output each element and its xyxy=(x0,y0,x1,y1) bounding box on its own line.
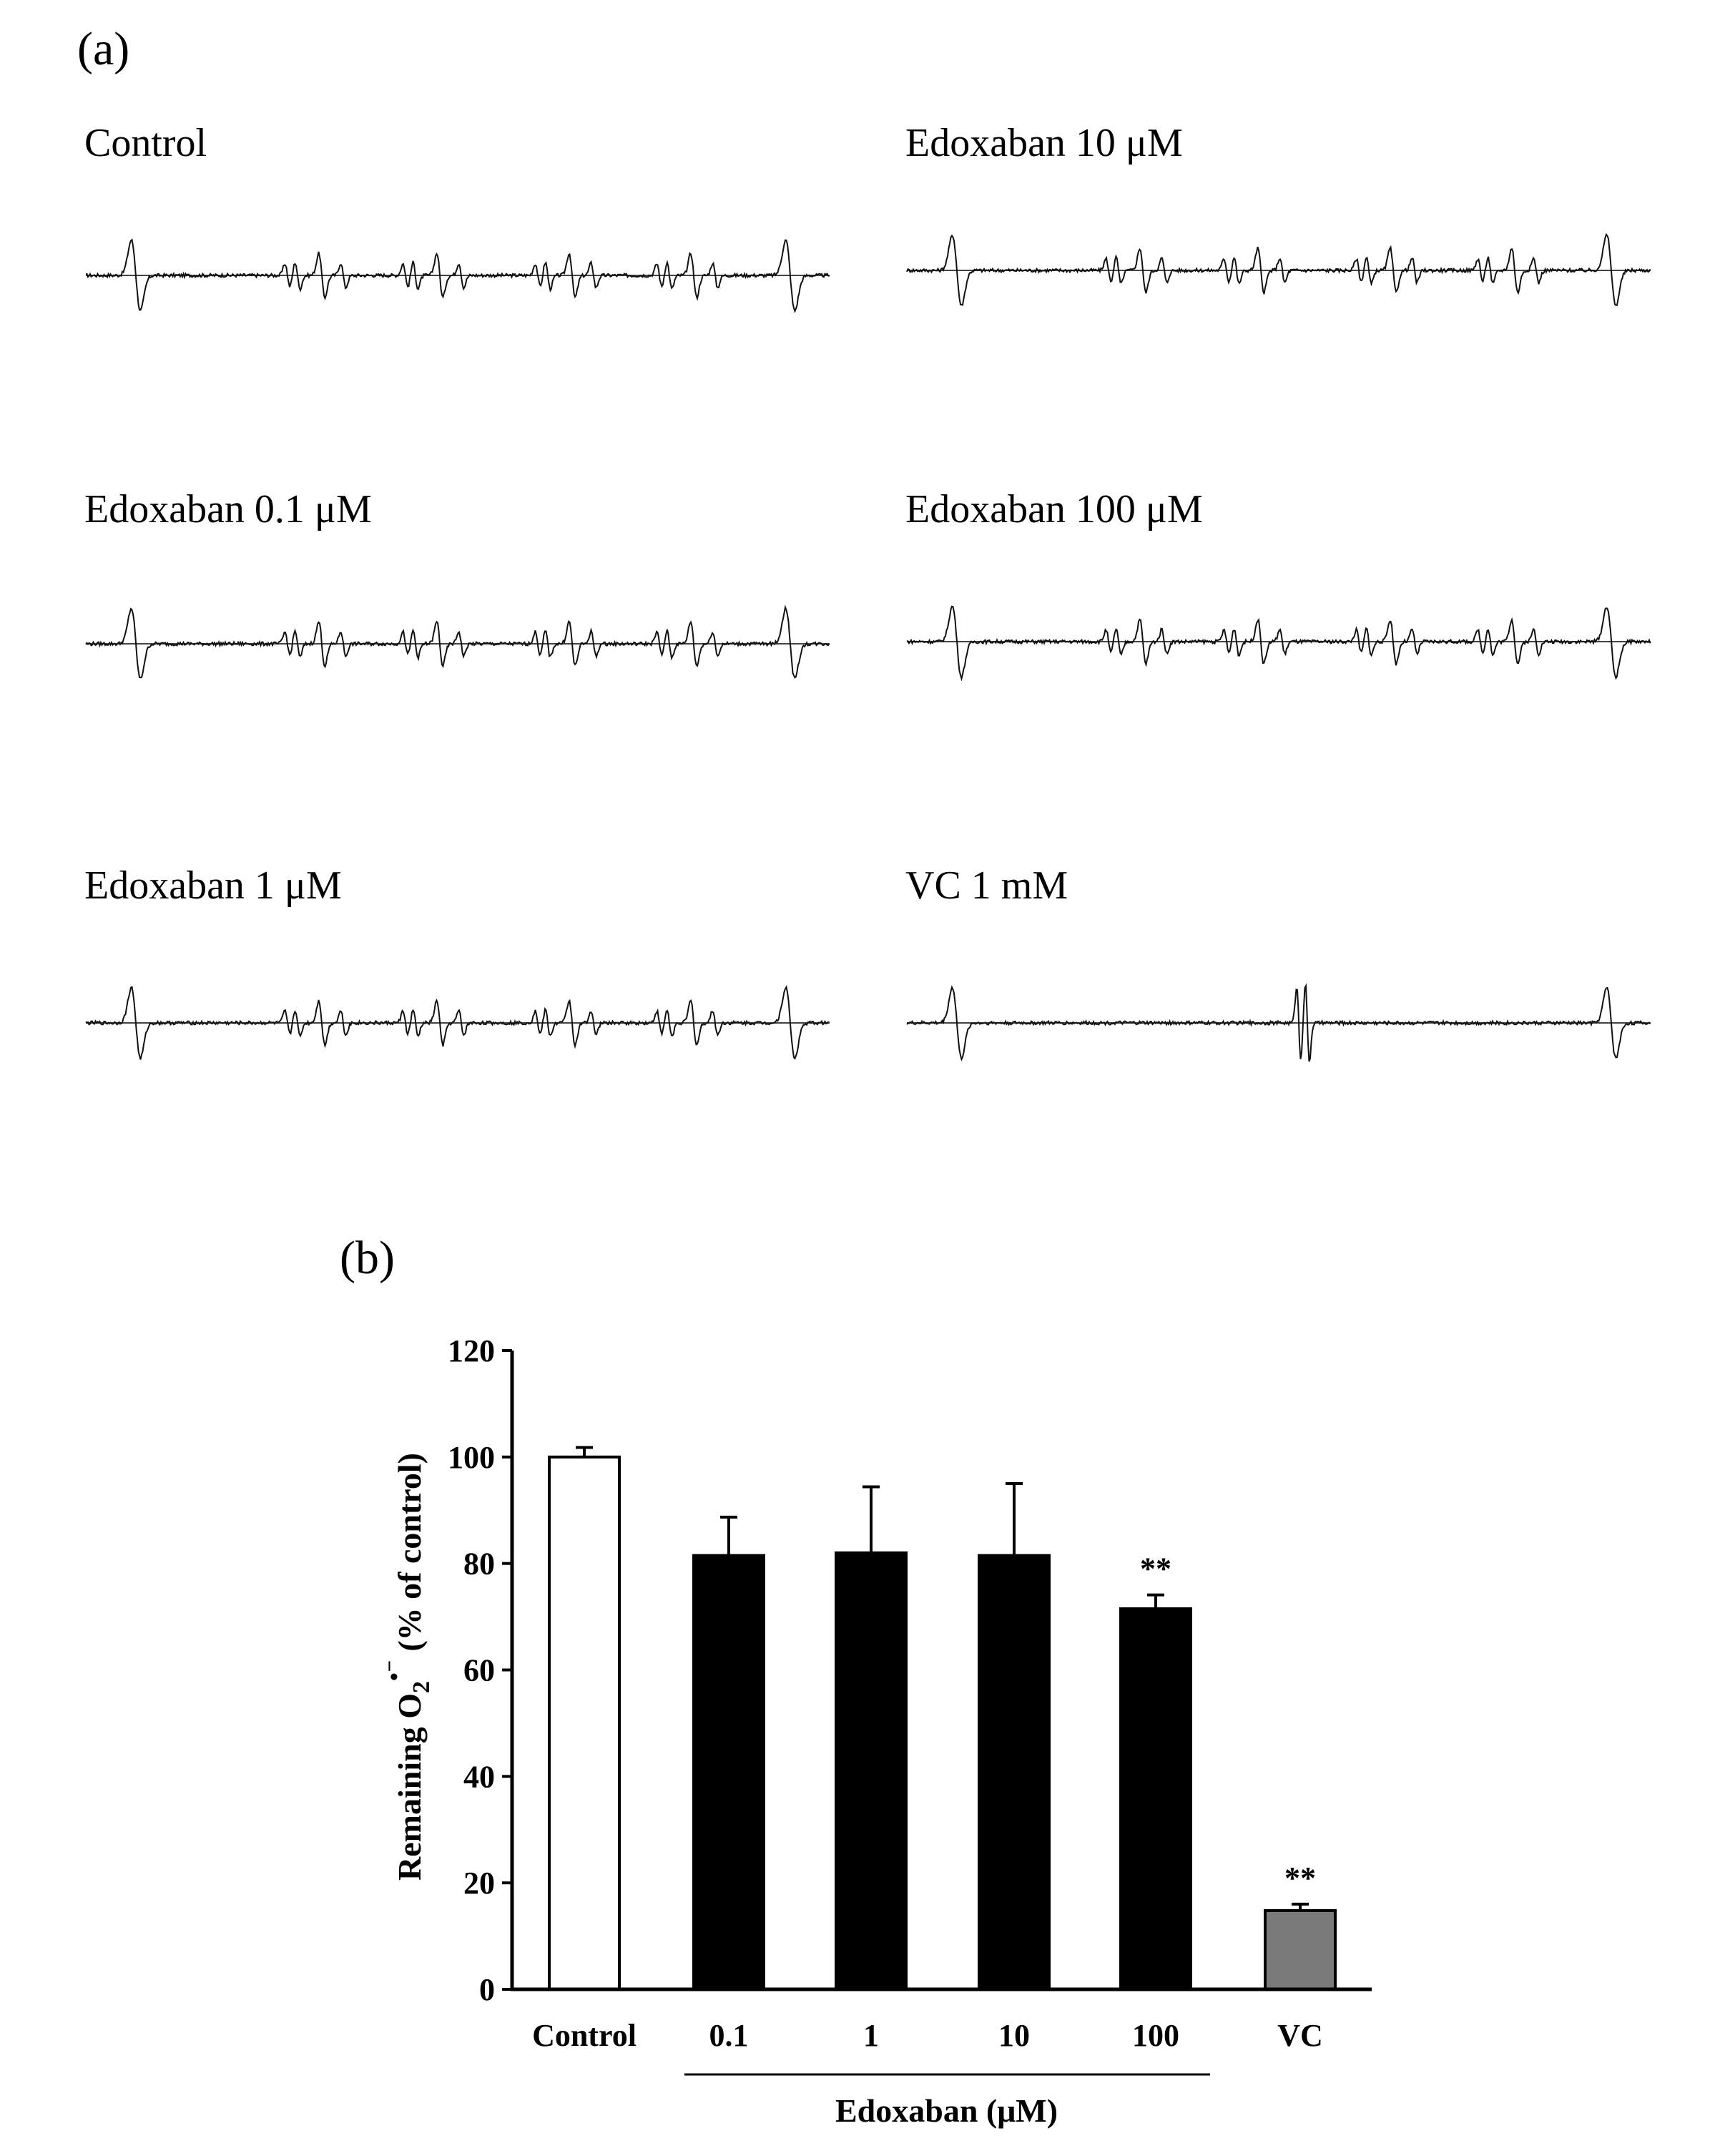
y-tick-label: 80 xyxy=(463,1547,495,1582)
x-tick-label: 0.1 xyxy=(709,2018,749,2053)
spectrum-title: Edoxaban 0.1 μM xyxy=(84,487,372,531)
spectrum-panel-5: VC 1 mM xyxy=(905,863,1651,1062)
labels-layer: 0 20 40 60 80 100 120 Control 0.1 1 10 100 VC xyxy=(448,1333,1323,2053)
spectrum-panel-3: Edoxaban 100 μM xyxy=(905,487,1651,682)
bar xyxy=(1264,1908,1337,1991)
esr-spectrum xyxy=(85,985,830,1060)
spectrum-title: Control xyxy=(84,121,207,165)
esr-spectrum xyxy=(906,983,1651,1062)
bar-chart: Remaining O2•⁻ (% of control) ** ** 0 20 40… xyxy=(381,1333,1372,2129)
bar xyxy=(692,1554,765,1991)
spectrum-trace xyxy=(85,238,830,313)
bar xyxy=(1119,1607,1192,1991)
esr-spectrum xyxy=(85,604,830,679)
spectrum-panel-1: Edoxaban 10 μM xyxy=(905,121,1651,306)
bars-layer: ** ** xyxy=(548,1446,1337,1991)
y-tick-label: 40 xyxy=(463,1759,495,1794)
panel-b-label: (b) xyxy=(340,1232,395,1284)
y-tick-label: 20 xyxy=(463,1866,495,1901)
spectrum-title: Edoxaban 100 μM xyxy=(905,487,1203,531)
spectrum-title: Edoxaban 1 μM xyxy=(84,863,342,908)
spectrum-panel-0: Control xyxy=(84,121,830,313)
esr-spectrum xyxy=(85,238,830,313)
y-axis-title: Remaining O2•⁻ (% of control) xyxy=(381,1453,435,1881)
esr-spectrum xyxy=(906,605,1651,682)
axes-layer xyxy=(502,1349,1372,1991)
y-tick-label: 0 xyxy=(479,1972,495,2007)
x-tick-label: VC xyxy=(1277,2018,1323,2053)
x-tick-label: 10 xyxy=(998,2018,1030,2053)
y-tick-label: 120 xyxy=(448,1333,495,1368)
significance-marker: ** xyxy=(1284,1861,1316,1896)
x-tick-label: 1 xyxy=(863,2018,879,2053)
spectrum-panel-2: Edoxaban 0.1 μM xyxy=(84,487,830,679)
spectrum-title: Edoxaban 10 μM xyxy=(905,121,1183,165)
bar xyxy=(835,1551,908,1991)
y-axis-label: Remaining O2•⁻ (% of control) xyxy=(381,1453,435,1881)
spectrum-title: VC 1 mM xyxy=(905,863,1068,908)
spectrum-trace xyxy=(85,604,830,679)
group-label: Edoxaban (μM) xyxy=(835,2092,1058,2129)
spectrum-trace xyxy=(906,605,1651,682)
spectrum-panel-4: Edoxaban 1 μM xyxy=(84,863,830,1060)
spectrum-trace xyxy=(85,985,830,1060)
panel-a-label: (a) xyxy=(77,23,129,75)
bar xyxy=(548,1455,621,1991)
y-tick-label: 100 xyxy=(448,1440,495,1475)
bar xyxy=(978,1554,1051,1991)
x-tick-label: 100 xyxy=(1132,2018,1179,2053)
spectrum-trace xyxy=(906,983,1651,1062)
esr-spectrum xyxy=(906,232,1651,306)
x-tick-label: Control xyxy=(532,2018,637,2053)
spectrum-trace xyxy=(906,232,1651,306)
y-tick-label: 60 xyxy=(463,1653,495,1688)
significance-marker: ** xyxy=(1140,1552,1171,1587)
